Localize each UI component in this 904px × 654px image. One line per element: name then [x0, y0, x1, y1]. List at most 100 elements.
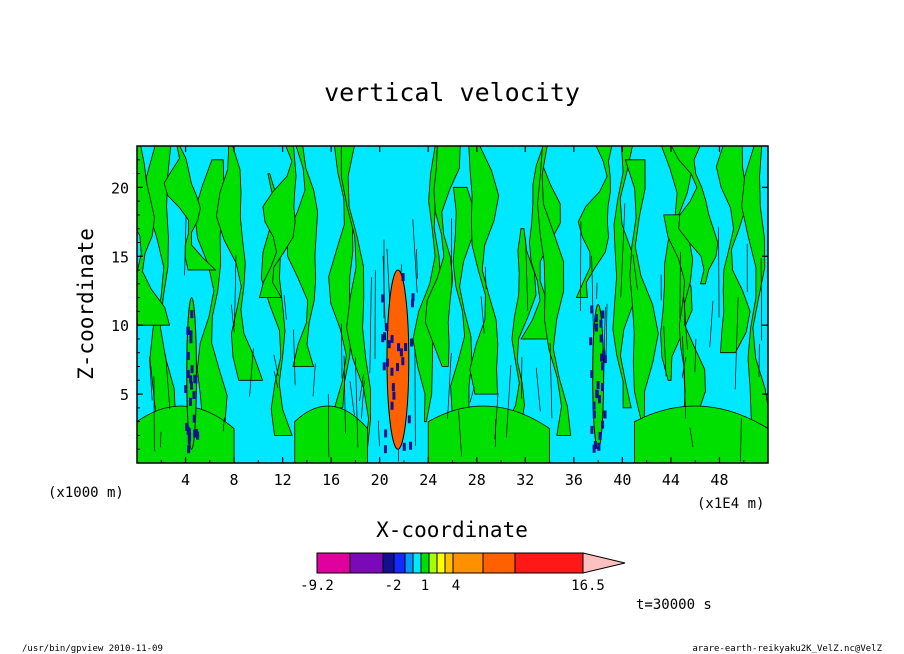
downdraft-patch [410, 299, 414, 308]
chart-title: vertical velocity [324, 78, 580, 107]
downdraft-patch [601, 420, 605, 429]
downdraft-patch [381, 294, 385, 303]
downdraft-patch [597, 395, 601, 404]
updraft-region [287, 146, 319, 367]
contour-line [234, 255, 237, 327]
contour-line [222, 417, 225, 432]
contour-line [369, 277, 372, 373]
updraft-region [537, 146, 572, 436]
updraft-region [424, 146, 461, 367]
contour-line [681, 356, 687, 378]
convective-core [186, 297, 197, 450]
downdraft-patch [390, 401, 394, 410]
downdraft-patch [411, 293, 415, 302]
contour-line [683, 297, 688, 350]
colorbar-label-neg2: -2 [385, 578, 402, 594]
colorbar-segment [420, 552, 430, 574]
updraft-region [624, 159, 659, 450]
contour-line [343, 355, 346, 434]
contour-line [484, 266, 487, 290]
downdraft-patch [601, 362, 605, 371]
contour-line [273, 354, 279, 377]
updraft-region [427, 405, 550, 463]
downdraft-patch [592, 444, 596, 453]
y-tick-label: 20 [111, 179, 129, 197]
colorbar-segment [436, 552, 446, 574]
contour-line [359, 374, 364, 402]
contour-line [535, 367, 541, 412]
downdraft-patch [390, 367, 394, 376]
colorbar-labels: -9.2 -2 1 4 16.5 [300, 578, 605, 594]
downdraft-patch [195, 428, 199, 437]
downdraft-patch [392, 391, 396, 400]
downdraft-patch [602, 350, 606, 359]
colorbar-segment [382, 552, 395, 574]
downdraft-patch [387, 340, 391, 349]
updraft-region [670, 146, 719, 285]
contour-line [412, 219, 418, 293]
downdraft-patch [594, 314, 598, 323]
downdraft-patch [603, 355, 607, 364]
colorbar-segment [444, 552, 454, 574]
updraft-region [137, 146, 171, 326]
downdraft-patch [192, 414, 196, 423]
x-tick-label: 24 [419, 471, 437, 489]
contour-line [632, 254, 638, 291]
contour-line [149, 357, 153, 401]
downdraft-patch [603, 410, 607, 419]
contour-line [521, 357, 523, 399]
contour-line [549, 343, 553, 419]
downdraft-patch [397, 343, 401, 352]
contour-line [184, 215, 187, 276]
colorbar-arrow [582, 552, 626, 574]
contour-line [447, 352, 452, 419]
contour-line [663, 325, 667, 377]
contour-line [249, 348, 254, 397]
x-tick-label: 28 [468, 471, 486, 489]
x-tick-label: 4 [181, 471, 190, 489]
colorbar-segment [452, 552, 484, 574]
colorbar-segment [404, 552, 414, 574]
downdraft-patch [186, 351, 190, 360]
y-axis-label: Z-coordinate [74, 228, 98, 380]
contour-line [734, 297, 739, 390]
y-unit-label: (x1000 m) [48, 485, 124, 501]
downdraft-patch [595, 390, 599, 399]
downdraft-patch [193, 374, 197, 383]
downdraft-patch [187, 445, 191, 454]
x-unit-label: (x1E4 m) [697, 496, 764, 512]
downdraft-patch [595, 323, 599, 332]
downdraft-patch [187, 429, 191, 438]
contour-line [361, 380, 365, 419]
downdraft-patch [600, 353, 604, 362]
contour-line [354, 357, 359, 448]
downdraft-patch [193, 429, 197, 438]
updraft-region [412, 146, 456, 423]
footer-right: arare-earth-reikyaku2K_VelZ.nc@VelZ [692, 644, 882, 654]
downdraft-patch [590, 370, 594, 379]
contour-line [349, 381, 355, 416]
contour-line [709, 300, 714, 348]
x-tick-label: 32 [516, 471, 534, 489]
contour-line [689, 427, 694, 448]
colorbar-segment [514, 552, 584, 574]
contour-line [740, 418, 742, 462]
x-tick-label: 36 [565, 471, 583, 489]
downdraft-patch [590, 425, 594, 434]
downdraft-patch [596, 381, 600, 390]
downdraft-patch [383, 332, 387, 341]
downdraft-patch [401, 273, 405, 282]
colorbar-segment [349, 552, 384, 574]
contour-line [480, 296, 485, 334]
y-axis: 5 10 15 20 [111, 159, 768, 450]
updraft-region [294, 405, 368, 463]
time-annotation: t=30000 s [636, 597, 712, 613]
convective-core [386, 269, 410, 450]
contour-line [341, 323, 343, 379]
updraft-region [612, 146, 639, 409]
downdraft-patch [590, 305, 594, 314]
contour-line [293, 329, 296, 386]
downdraft-patch [391, 383, 395, 392]
contour-line [416, 249, 418, 279]
contour-line [458, 410, 462, 457]
